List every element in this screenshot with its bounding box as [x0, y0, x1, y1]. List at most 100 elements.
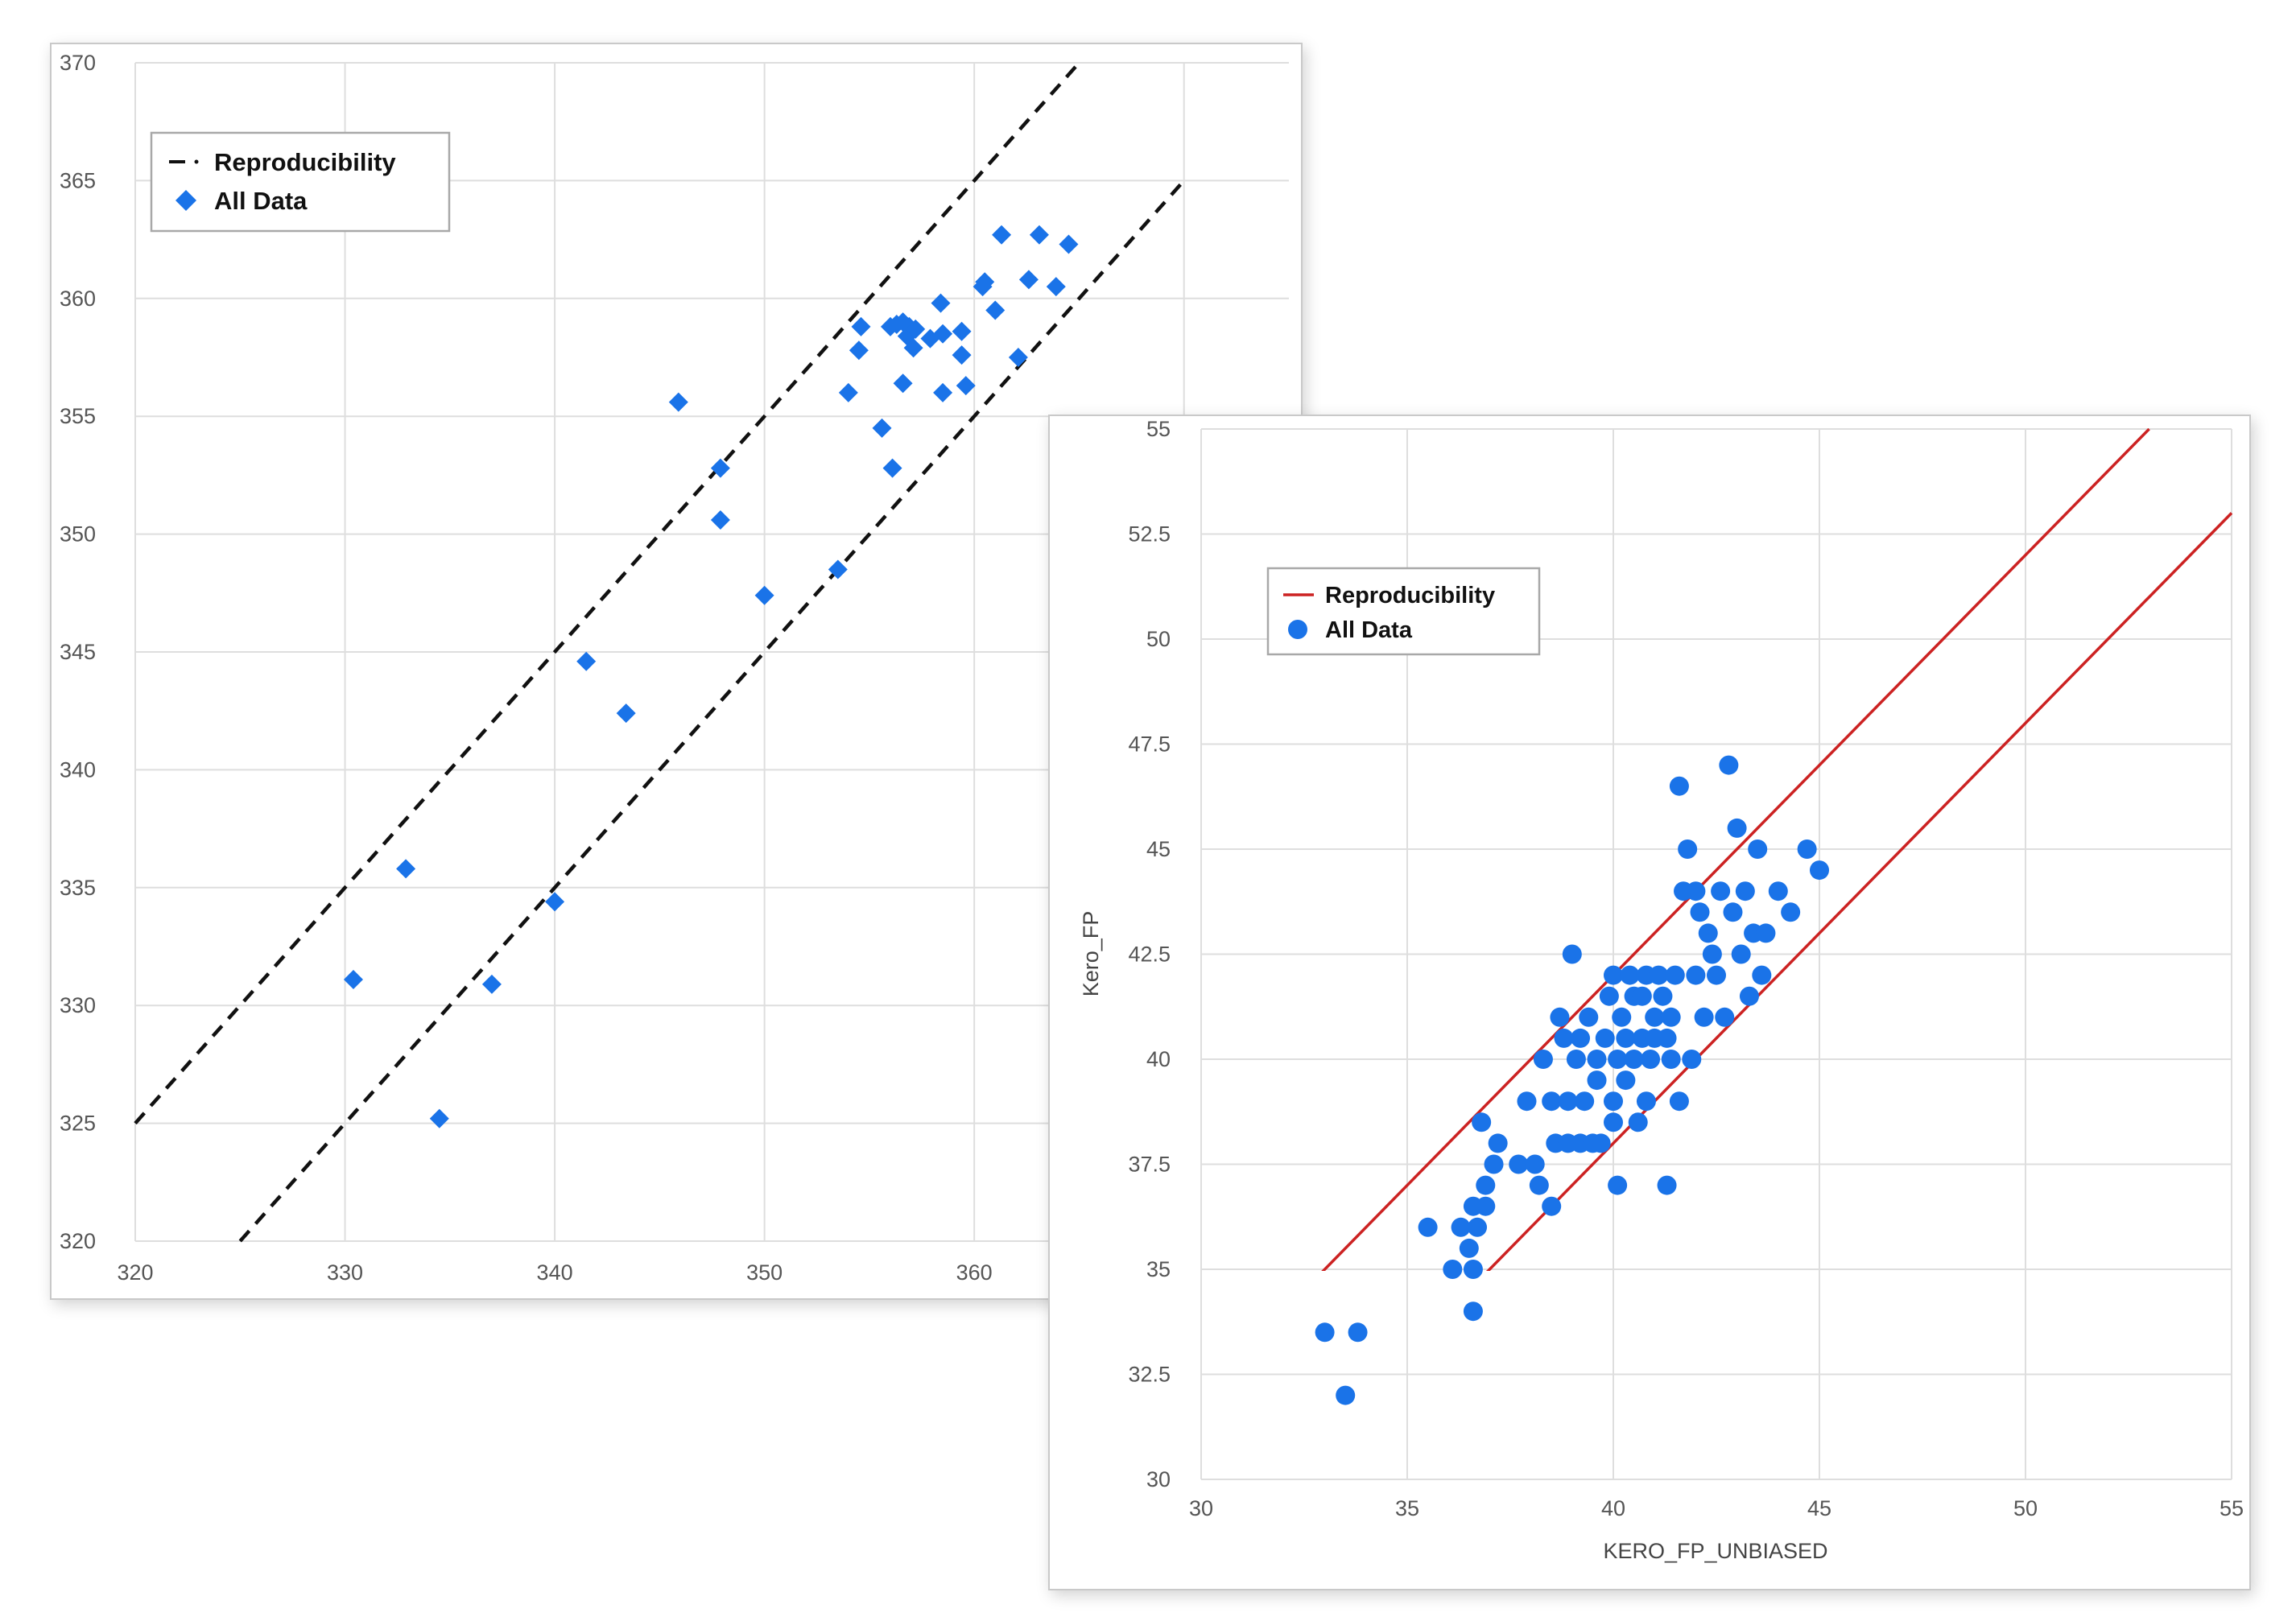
chart-b-legend-all-data: All Data — [1325, 617, 1413, 643]
b-data-point — [1752, 965, 1772, 985]
chart-kero-fp: 30 32.5 35 37.5 40 42.5 45 47.5 50 52.5 55 30 35 40 45… — [1048, 415, 2251, 1590]
b-y-tick-label: 35 — [1146, 1257, 1171, 1281]
a-data-point — [396, 859, 416, 879]
chart-a-data-points — [343, 225, 1079, 1128]
b-data-point — [1459, 1238, 1479, 1258]
b-x-tick-label: 35 — [1395, 1496, 1419, 1520]
a-x-tick-label: 320 — [117, 1260, 153, 1285]
b-data-point — [1628, 1112, 1648, 1132]
b-data-point — [1542, 1196, 1562, 1216]
b-y-tick-label: 30 — [1146, 1467, 1171, 1491]
b-data-point — [1575, 1091, 1595, 1112]
a-data-point — [906, 319, 926, 339]
a-y-tick-label: 345 — [60, 640, 96, 664]
chart-a-tick-labels: 320 325 330 335 340 345 350 355 360 365 370 320 330 3… — [60, 51, 993, 1285]
b-data-point — [1550, 1007, 1570, 1027]
chart-b-svg: 30 32.5 35 37.5 40 42.5 45 47.5 50 52.5 55 30 35 40 45… — [1079, 417, 2244, 1563]
b-data-point — [1599, 986, 1619, 1006]
b-y-tick-label: 45 — [1146, 837, 1171, 861]
b-data-point — [1624, 1050, 1644, 1069]
b-data-point — [1558, 1091, 1578, 1112]
a-data-point — [343, 969, 363, 989]
b-y-tick-label: 55 — [1146, 417, 1171, 441]
b-data-point — [1604, 1091, 1623, 1112]
b-data-point — [1418, 1217, 1438, 1237]
b-x-tick-label: 50 — [2013, 1496, 2038, 1520]
b-data-point — [1748, 839, 1768, 859]
b-data-point — [1711, 881, 1731, 901]
b-data-point — [1669, 776, 1689, 796]
b-data-point — [1665, 965, 1685, 985]
b-data-point — [1756, 923, 1776, 943]
b-data-point — [1591, 1133, 1611, 1153]
b-data-point — [1509, 1154, 1529, 1174]
b-data-point — [1636, 1091, 1656, 1112]
a-data-point — [1018, 270, 1039, 290]
b-data-point — [1641, 1050, 1661, 1069]
b-data-point — [1476, 1175, 1496, 1195]
a-data-point — [828, 559, 848, 580]
b-data-point — [1682, 1050, 1702, 1069]
b-data-point — [1533, 1050, 1553, 1069]
b-data-point — [1608, 1175, 1628, 1195]
b-x-tick-label: 55 — [2220, 1496, 2244, 1520]
b-data-point — [1661, 1050, 1681, 1069]
b-data-point — [1608, 1050, 1628, 1069]
a-data-point — [933, 324, 953, 344]
b-data-point — [1595, 1028, 1615, 1048]
chart-b-legend-box — [1266, 567, 1541, 656]
a-data-point — [882, 458, 902, 478]
a-data-point — [710, 510, 730, 530]
a-x-tick-label: 340 — [537, 1260, 573, 1285]
b-data-point — [1566, 1050, 1586, 1069]
b-data-point — [1657, 1028, 1677, 1048]
b-data-point — [1719, 755, 1739, 775]
a-y-tick-label: 360 — [60, 287, 96, 311]
a-data-point — [1029, 225, 1049, 245]
b-data-point — [1525, 1154, 1545, 1174]
b-data-point — [1678, 839, 1698, 859]
chart-b-legend-reproducibility: Reproducibility — [1325, 583, 1495, 608]
b-data-point — [1781, 902, 1801, 922]
b-x-tick-label: 45 — [1807, 1496, 1831, 1520]
a-y-tick-label: 330 — [60, 993, 96, 1017]
b-y-tick-label: 37.5 — [1128, 1153, 1171, 1177]
a-y-tick-label: 340 — [60, 757, 96, 782]
a-data-point — [545, 892, 565, 912]
b-data-point — [1484, 1154, 1504, 1174]
a-data-point — [933, 382, 953, 402]
b-y-tick-label: 50 — [1146, 627, 1171, 651]
a-data-point — [710, 458, 730, 478]
b-data-point — [1727, 818, 1747, 838]
a-y-tick-label: 370 — [60, 51, 96, 75]
b-data-point — [1707, 965, 1726, 985]
b-data-point — [1616, 1070, 1636, 1091]
b-data-point — [1468, 1217, 1488, 1237]
a-y-tick-label: 355 — [60, 404, 96, 428]
a-data-point — [851, 316, 871, 336]
b-data-point — [1612, 1007, 1632, 1027]
b-data-point — [1571, 1028, 1591, 1048]
b-reproducibility-line-upper — [1321, 428, 2150, 1271]
b-y-tick-label: 40 — [1146, 1047, 1171, 1071]
a-data-point — [903, 338, 923, 358]
a-y-tick-label: 320 — [60, 1229, 96, 1253]
a-data-point — [931, 293, 951, 313]
b-x-tick-label: 40 — [1601, 1496, 1625, 1520]
a-data-point — [576, 651, 597, 671]
a-data-point — [754, 585, 774, 605]
a-data-point — [1008, 348, 1028, 367]
b-data-point — [1686, 881, 1706, 901]
a-data-point — [975, 272, 995, 292]
b-data-point — [1620, 965, 1640, 985]
b-data-point — [1542, 1091, 1562, 1112]
b-data-point — [1690, 902, 1710, 922]
b-data-point — [1488, 1133, 1508, 1153]
b-data-point — [1348, 1322, 1368, 1343]
b-data-point — [1587, 1050, 1607, 1069]
a-data-point — [872, 418, 892, 438]
a-data-point — [985, 300, 1006, 320]
a-y-tick-label: 335 — [60, 876, 96, 900]
b-data-point — [1768, 881, 1788, 901]
b-data-point — [1661, 1007, 1681, 1027]
